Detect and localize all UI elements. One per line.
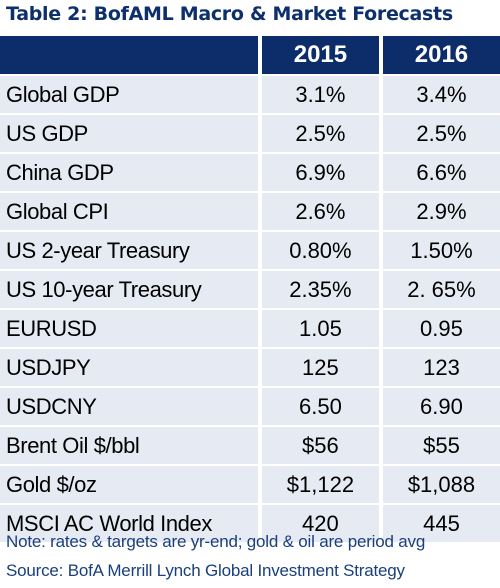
row-separator <box>0 152 500 154</box>
row-label: US 10-year Treasury <box>0 271 258 308</box>
table-row: Gold $/oz $1,122 $1,088 <box>0 466 500 503</box>
footnotes: Note: rates & targets are yr-end; gold &… <box>6 527 425 585</box>
column-divider <box>378 115 383 152</box>
value-2016: 1.50% <box>382 232 500 269</box>
value-2015: $1,122 <box>261 466 379 503</box>
value-2015: 6.9% <box>261 154 379 191</box>
row-label: USDJPY <box>0 349 258 386</box>
column-divider <box>378 505 383 542</box>
table-row: USDJPY 125 123 <box>0 349 500 386</box>
column-divider <box>257 76 262 113</box>
row-label: USDCNY <box>0 388 258 425</box>
value-2016: 6.6% <box>382 154 500 191</box>
column-divider <box>378 388 383 425</box>
column-divider <box>257 115 262 152</box>
value-2016: 123 <box>382 349 500 386</box>
column-divider <box>257 505 262 542</box>
value-2015: 6.50 <box>261 388 379 425</box>
column-divider <box>257 466 262 503</box>
value-2016: 2. 65% <box>382 271 500 308</box>
header-2015: 2015 <box>261 36 379 74</box>
value-2015: 2.35% <box>261 271 379 308</box>
table-row: Global GDP 3.1% 3.4% <box>0 76 500 113</box>
header-label-cell <box>0 36 258 74</box>
value-2016: 6.90 <box>382 388 500 425</box>
table-row: Global CPI 2.6% 2.9% <box>0 193 500 230</box>
column-divider <box>257 349 262 386</box>
row-separator <box>0 74 500 76</box>
value-2016: $55 <box>382 427 500 464</box>
column-divider <box>378 349 383 386</box>
column-divider <box>378 232 383 269</box>
column-divider <box>378 76 383 113</box>
column-divider <box>257 427 262 464</box>
column-divider <box>378 466 383 503</box>
row-separator <box>0 386 500 388</box>
column-divider <box>378 310 383 347</box>
value-2016: 3.4% <box>382 76 500 113</box>
forecast-table: 2015 2016 Global GDP 3.1% 3.4% US GDP 2.5% 2.… <box>0 36 500 542</box>
value-2015: 3.1% <box>261 76 379 113</box>
column-divider <box>257 154 262 191</box>
table-row: US GDP 2.5% 2.5% <box>0 115 500 152</box>
row-label: Global CPI <box>0 193 258 230</box>
column-divider <box>378 271 383 308</box>
row-separator <box>0 503 500 505</box>
row-separator <box>0 308 500 310</box>
table-note: Note: rates & targets are yr-end; gold &… <box>6 532 426 551</box>
value-2015: 2.5% <box>261 115 379 152</box>
row-label: China GDP <box>0 154 258 191</box>
table-row: Brent Oil $/bbl $56 $55 <box>0 427 500 464</box>
table-body: Global GDP 3.1% 3.4% US GDP 2.5% 2.5% China GD… <box>0 74 500 542</box>
value-2016: $1,088 <box>382 466 500 503</box>
table-row: US 10-year Treasury 2.35% 2. 65% <box>0 271 500 308</box>
column-divider <box>378 193 383 230</box>
table-title: Table 2: BofAML Macro & Market Forecasts <box>6 3 453 25</box>
column-divider <box>257 271 262 308</box>
column-divider <box>378 427 383 464</box>
row-label: MSCI AC World Index <box>0 505 258 542</box>
row-separator <box>0 425 500 427</box>
row-label: Global GDP <box>0 76 258 113</box>
value-2016: 0.95 <box>382 310 500 347</box>
row-separator <box>0 347 500 349</box>
row-label: Brent Oil $/bbl <box>0 427 258 464</box>
table-row: EURUSD 1.05 0.95 <box>0 310 500 347</box>
row-separator <box>0 113 500 115</box>
value-2015: 420 <box>261 505 379 542</box>
value-2015: 125 <box>261 349 379 386</box>
row-separator <box>0 269 500 271</box>
column-divider <box>257 310 262 347</box>
value-2016: 445 <box>382 505 500 542</box>
column-divider <box>257 193 262 230</box>
value-2016: 2.5% <box>382 115 500 152</box>
table-row: China GDP 6.9% 6.6% <box>0 154 500 191</box>
value-2015: $56 <box>261 427 379 464</box>
row-separator <box>0 230 500 232</box>
row-label: US GDP <box>0 115 258 152</box>
row-separator <box>0 191 500 193</box>
row-label: EURUSD <box>0 310 258 347</box>
table-source: Source: BofA Merrill Lynch Global Invest… <box>6 561 405 580</box>
value-2015: 2.6% <box>261 193 379 230</box>
row-separator <box>0 464 500 466</box>
column-divider <box>378 154 383 191</box>
table-header-row: 2015 2016 <box>0 36 500 74</box>
value-2015: 0.80% <box>261 232 379 269</box>
table-row: MSCI AC World Index 420 445 <box>0 505 500 542</box>
row-label: US 2-year Treasury <box>0 232 258 269</box>
row-label: Gold $/oz <box>0 466 258 503</box>
header-2016: 2016 <box>382 36 500 74</box>
table-row: US 2-year Treasury 0.80% 1.50% <box>0 232 500 269</box>
column-divider <box>378 36 383 74</box>
column-divider <box>257 36 262 74</box>
table-row: USDCNY 6.50 6.90 <box>0 388 500 425</box>
value-2015: 1.05 <box>261 310 379 347</box>
column-divider <box>257 388 262 425</box>
value-2016: 2.9% <box>382 193 500 230</box>
column-divider <box>257 232 262 269</box>
